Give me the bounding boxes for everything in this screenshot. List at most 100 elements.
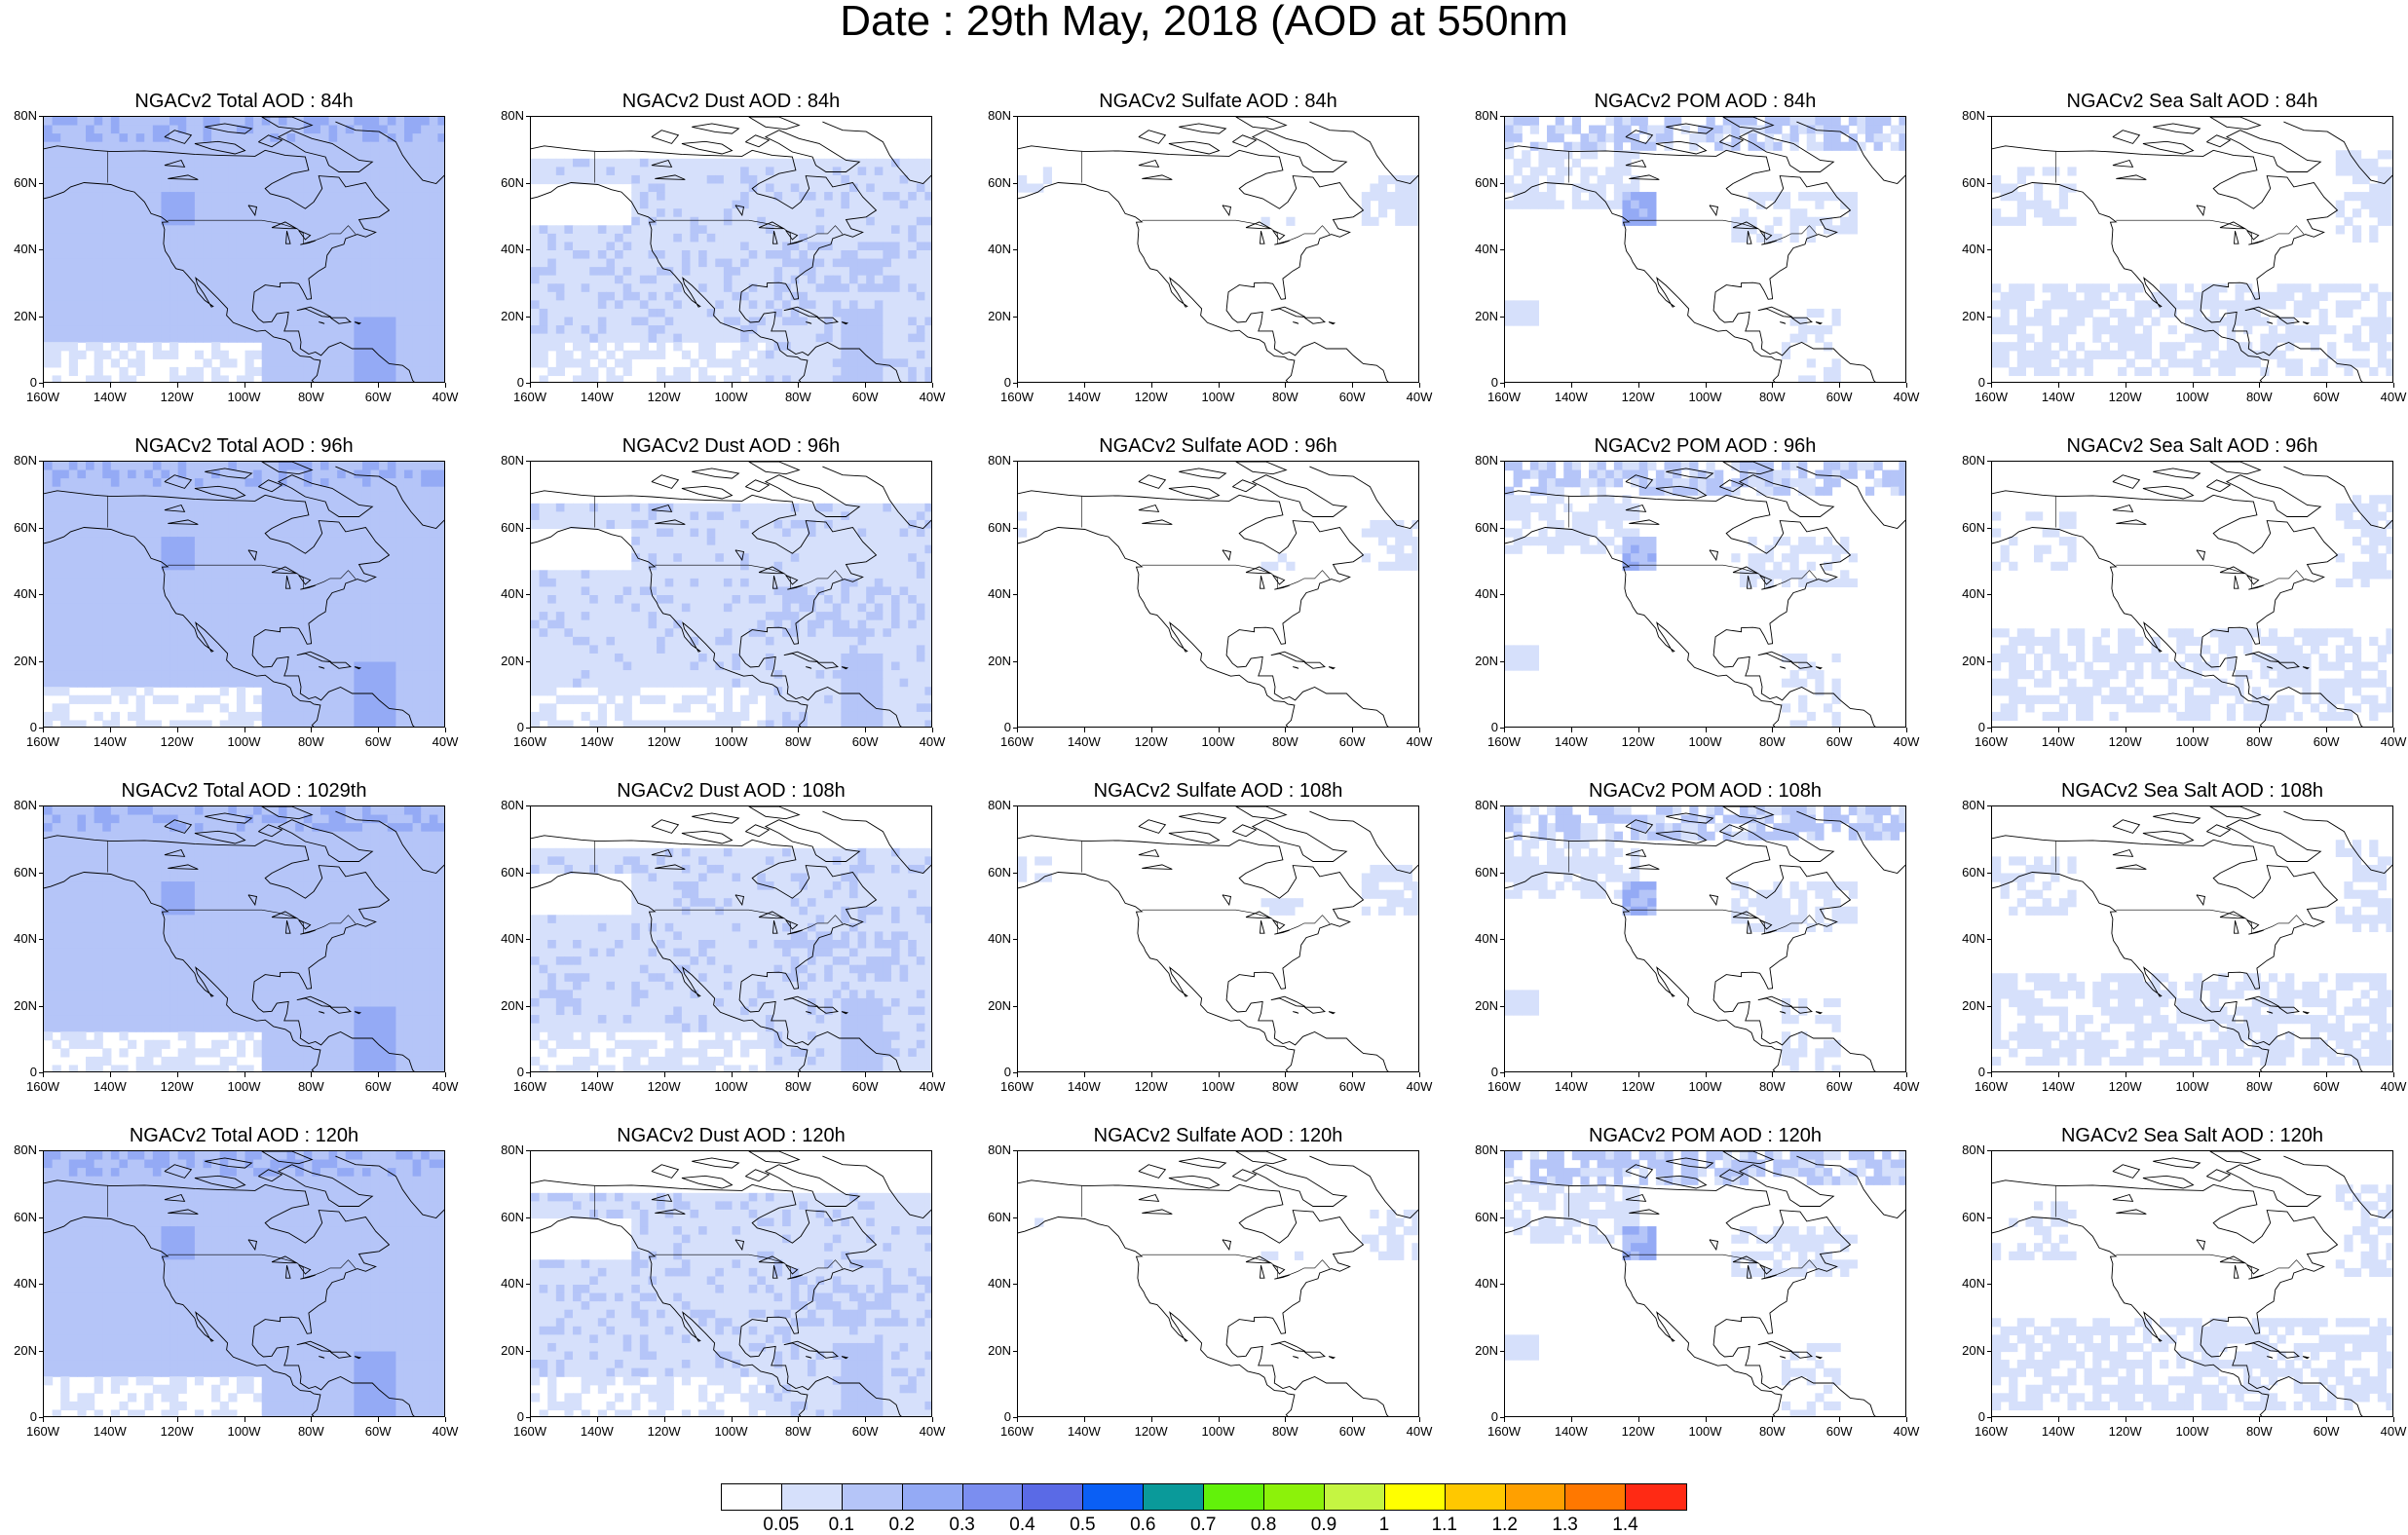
lat-tick: [1013, 594, 1018, 595]
lat-tick: [39, 317, 44, 318]
lon-label: 160W: [510, 1425, 549, 1439]
lon-label: 40W: [1887, 1080, 1926, 1094]
lat-tick: [526, 183, 531, 184]
lat-label: 20N: [2, 999, 37, 1013]
lon-label: 40W: [1400, 1425, 1439, 1439]
colorbar-label: 0.6: [1118, 1516, 1167, 1535]
lon-label: 100W: [2173, 1425, 2212, 1439]
lon-label: 160W: [1485, 1425, 1524, 1439]
lon-tick: [1419, 1072, 1420, 1077]
lat-label: 20N: [2, 310, 37, 323]
lat-label: 0: [2, 1410, 37, 1424]
lat-tick: [39, 939, 44, 940]
lon-label: 160W: [997, 1425, 1036, 1439]
lon-label: 120W: [158, 735, 197, 749]
panel-title: NGACv2 Dust AOD : 96h: [530, 434, 932, 458]
lat-label: 80N: [2, 1143, 37, 1157]
lat-label: 0: [1463, 1410, 1498, 1424]
lon-label: 60W: [358, 1080, 397, 1094]
map-plot-area: [43, 1150, 445, 1417]
lon-label: 100W: [1199, 1425, 1238, 1439]
lat-tick: [1500, 249, 1505, 250]
panel-title: NGACv2 POM AOD : 96h: [1504, 434, 1906, 458]
lat-tick: [1987, 528, 1992, 529]
lon-label: 80W: [1752, 1425, 1791, 1439]
lon-tick: [732, 728, 733, 732]
panel-title: NGACv2 POM AOD : 84h: [1504, 90, 1906, 113]
aod-map: [531, 1151, 932, 1417]
lat-tick: [1500, 1006, 1505, 1007]
lat-tick: [526, 528, 531, 529]
lon-label: 120W: [158, 1425, 197, 1439]
lon-label: 160W: [997, 391, 1036, 404]
lat-label: 80N: [976, 454, 1011, 468]
lat-label: 0: [1463, 1066, 1498, 1079]
colorbar-swatch: [1506, 1484, 1566, 1510]
lat-tick: [1013, 183, 1018, 184]
lat-label: 60N: [1950, 521, 1985, 535]
aod-field: [1035, 1210, 1419, 1260]
lat-tick: [39, 1217, 44, 1218]
map-plot-area: [530, 1150, 932, 1417]
lat-label: 20N: [1950, 999, 1985, 1013]
aod-map: [1992, 462, 2393, 728]
lat-tick: [1987, 249, 1992, 250]
lat-tick: [1987, 1351, 1992, 1352]
lon-label: 80W: [1752, 1080, 1791, 1094]
panel-title: NGACv2 Total AOD : 120h: [43, 1124, 445, 1147]
lon-tick: [1151, 383, 1152, 388]
lat-tick: [1500, 528, 1505, 529]
lon-label: 100W: [712, 735, 751, 749]
lon-tick: [1504, 383, 1505, 388]
lon-label: 100W: [1199, 1080, 1238, 1094]
panel-title: NGACv2 Dust AOD : 84h: [530, 90, 932, 113]
lon-tick: [1017, 1072, 1018, 1077]
lon-label: 60W: [2307, 391, 2346, 404]
lon-label: 80W: [778, 1080, 817, 1094]
lon-label: 120W: [158, 391, 197, 404]
lon-tick: [2393, 383, 2394, 388]
lon-label: 100W: [225, 735, 264, 749]
lon-label: 80W: [1752, 735, 1791, 749]
aod-field: [44, 806, 445, 1072]
lon-tick: [445, 1072, 446, 1077]
lon-tick: [1084, 383, 1085, 388]
lat-tick: [1987, 1150, 1992, 1151]
aod-map: [1505, 462, 1906, 728]
lat-tick: [1013, 249, 1018, 250]
aod-field: [44, 1151, 445, 1417]
lon-tick: [1419, 383, 1420, 388]
lon-label: 120W: [1132, 1080, 1171, 1094]
lat-tick: [526, 1150, 531, 1151]
lon-label: 80W: [1265, 1425, 1304, 1439]
aod-field: [531, 159, 932, 383]
lon-label: 160W: [1485, 735, 1524, 749]
lon-label: 60W: [1820, 1425, 1859, 1439]
aod-map: [1018, 117, 1419, 383]
lon-label: 120W: [1132, 735, 1171, 749]
lon-label: 60W: [846, 1080, 884, 1094]
lon-label: 40W: [1887, 1425, 1926, 1439]
lon-tick: [1285, 728, 1286, 732]
lat-label: 20N: [976, 310, 1011, 323]
lat-label: 40N: [1950, 587, 1985, 601]
coastlines: [1018, 1151, 1419, 1417]
lon-label: 80W: [2239, 1425, 2278, 1439]
lon-label: 40W: [1887, 391, 1926, 404]
lon-label: 140W: [91, 391, 130, 404]
lat-label: 0: [1950, 1410, 1985, 1424]
lon-label: 40W: [913, 1080, 952, 1094]
panel-title: NGACv2 Sulfate AOD : 96h: [1017, 434, 1419, 458]
lat-label: 40N: [489, 932, 524, 946]
lon-tick: [1906, 383, 1907, 388]
lat-tick: [39, 116, 44, 117]
lon-label: 160W: [997, 735, 1036, 749]
lon-tick: [732, 1417, 733, 1422]
lon-label: 80W: [291, 1080, 330, 1094]
aod-map: [531, 806, 932, 1072]
lon-tick: [177, 1417, 178, 1422]
lat-tick: [526, 873, 531, 874]
lon-tick: [1352, 1417, 1353, 1422]
coastlines: [1018, 117, 1419, 383]
